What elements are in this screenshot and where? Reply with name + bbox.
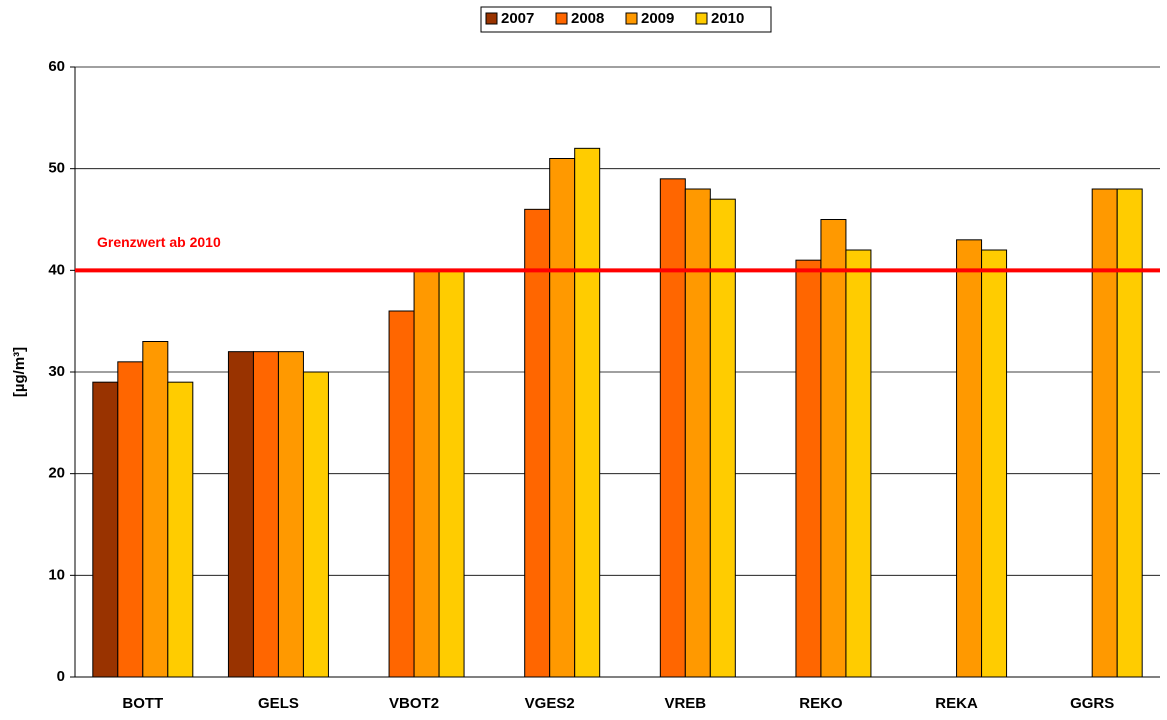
bar [92, 381, 119, 678]
bar [574, 147, 601, 678]
bar [167, 381, 194, 678]
bar [117, 361, 144, 678]
bar [684, 188, 711, 678]
y-tick-label: 40 [48, 261, 65, 278]
x-tick-label: VBOT2 [389, 695, 439, 712]
bar [845, 249, 872, 678]
bar [709, 198, 736, 678]
legend-label: 2009 [641, 10, 674, 27]
legend-label: 2010 [711, 10, 744, 27]
y-tick-label: 20 [48, 465, 65, 482]
y-tick-label: 10 [48, 566, 65, 583]
bar [252, 351, 279, 678]
bar [277, 351, 304, 678]
bar [956, 239, 983, 678]
bar [413, 269, 440, 678]
x-tick-label: REKO [799, 695, 843, 712]
bar [142, 341, 169, 678]
x-tick-label: VREB [664, 695, 706, 712]
legend-label: 2007 [501, 10, 534, 27]
y-tick-label: 60 [48, 58, 65, 75]
bar [1091, 188, 1118, 678]
bar [302, 371, 329, 678]
y-axis-label: [µg/m³] [11, 347, 28, 397]
bar [659, 178, 686, 678]
bar [820, 219, 847, 678]
bar [795, 259, 822, 678]
bar [1116, 188, 1143, 678]
x-tick-label: VGES2 [525, 695, 575, 712]
legend-swatch [695, 12, 708, 25]
legend-swatch [625, 12, 638, 25]
x-tick-label: REKA [935, 695, 978, 712]
x-tick-label: BOTT [122, 695, 163, 712]
x-tick-label: GGRS [1070, 695, 1114, 712]
bar [388, 310, 415, 678]
bar [549, 158, 576, 678]
legend-swatch [485, 12, 498, 25]
legend-label: 2008 [571, 10, 604, 27]
y-tick-label: 0 [57, 668, 65, 685]
bar [438, 269, 465, 678]
bar [981, 249, 1008, 678]
x-tick-label: GELS [258, 695, 299, 712]
y-tick-label: 30 [48, 363, 65, 380]
bar [227, 351, 254, 678]
y-tick-label: 50 [48, 160, 65, 177]
reference-label: Grenzwert ab 2010 [97, 234, 221, 250]
bar [524, 208, 551, 678]
legend-swatch [555, 12, 568, 25]
